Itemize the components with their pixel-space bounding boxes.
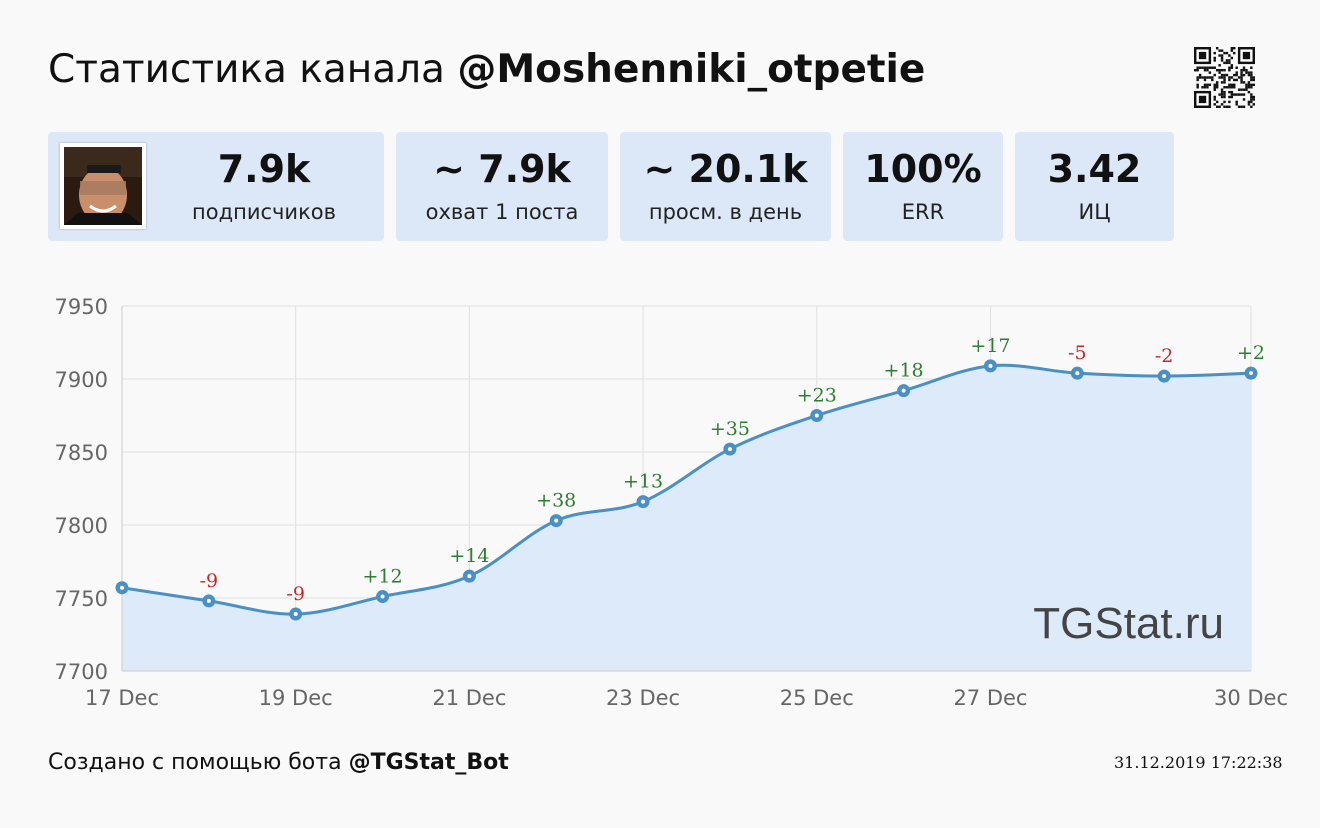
err-card: 100% ERR (843, 132, 1003, 241)
data-point-center (901, 388, 906, 393)
data-label: +2 (1237, 342, 1265, 364)
stat-label: просм. в день (648, 200, 803, 224)
stat-label: охват 1 поста (425, 200, 579, 224)
stat-label: подписчиков (192, 200, 336, 224)
channel-handle: @Moshenniki_otpetie (457, 47, 926, 92)
data-label: +35 (710, 418, 750, 440)
data-label: -9 (286, 583, 305, 605)
y-tick-label: 7900 (55, 368, 108, 392)
stat-value: 7.9k (217, 147, 311, 191)
stat-label: ERR (901, 200, 945, 224)
x-tick-label: 30 Dec (1214, 686, 1288, 710)
data-point-center (206, 598, 211, 603)
data-point-center (727, 447, 732, 452)
y-tick-label: 7800 (55, 514, 108, 538)
title-prefix: Статистика канала (48, 47, 445, 92)
data-label: +38 (536, 490, 576, 512)
data-point-center (120, 585, 124, 590)
data-point-center (467, 574, 472, 579)
x-tick-label: 25 Dec (780, 686, 854, 710)
data-point-center (1249, 371, 1253, 376)
footer-prefix: Создано с помощью бота (48, 750, 342, 775)
stat-value: ~ 7.9k (433, 147, 571, 191)
data-point-center (380, 594, 385, 599)
footer-timestamp: 31.12.2019 17:22:38 (1114, 753, 1283, 772)
data-label: +17 (970, 335, 1010, 357)
subscribers-chart: TGStat.ru -9 -9 +12 +14 +38 +13 +35 +23 +18 +17 -5 -… (55, 295, 1288, 710)
qr-code-icon (1194, 47, 1255, 108)
data-label: +23 (797, 385, 837, 407)
series-line (121, 363, 1252, 616)
stat-value: ~ 20.1k (643, 147, 808, 191)
stat-value: 3.42 (1047, 147, 1142, 191)
channel-avatar (60, 143, 146, 229)
x-tick-label: 19 Dec (259, 686, 333, 710)
bot-link[interactable]: @TGStat_Bot (348, 750, 509, 775)
data-label: -5 (1068, 342, 1087, 364)
citation-index-card: 3.42 ИЦ (1015, 132, 1174, 241)
data-label: +14 (449, 545, 489, 567)
daily-views-card: ~ 20.1k просм. в день (620, 132, 831, 241)
area-fill (122, 365, 1251, 671)
data-label: -2 (1155, 345, 1174, 367)
stat-label: ИЦ (1078, 200, 1111, 224)
reach-card: ~ 7.9k охват 1 поста (396, 132, 608, 241)
data-point-center (293, 612, 298, 617)
y-tick-label: 7750 (55, 587, 108, 611)
data-point-center (554, 518, 559, 523)
data-label: +12 (362, 566, 402, 588)
footer-credit: Создано с помощью бота @TGStat_Bot (48, 750, 509, 775)
data-label: -9 (200, 570, 219, 592)
data-label: +18 (884, 360, 924, 382)
data-point-center (641, 499, 646, 504)
avatar-image (64, 147, 142, 225)
x-tick-label: 27 Dec (953, 686, 1027, 710)
watermark: TGStat.ru (1033, 599, 1224, 648)
y-tick-label: 7850 (55, 441, 108, 465)
x-tick-label: 17 Dec (85, 686, 159, 710)
y-tick-label: 7950 (55, 295, 108, 319)
x-tick-label: 21 Dec (432, 686, 506, 710)
data-label: +13 (623, 471, 663, 493)
subscribers-card: 7.9k подписчиков (48, 132, 384, 241)
data-point-center (814, 413, 819, 418)
data-point-center (1162, 374, 1167, 379)
y-tick-label: 7700 (55, 660, 108, 684)
data-point-center (988, 363, 993, 368)
page-title: Статистика канала @Moshenniki_otpetie (48, 50, 925, 89)
data-point-center (1075, 371, 1080, 376)
x-tick-label: 23 Dec (606, 686, 680, 710)
stat-value: 100% (864, 147, 982, 191)
